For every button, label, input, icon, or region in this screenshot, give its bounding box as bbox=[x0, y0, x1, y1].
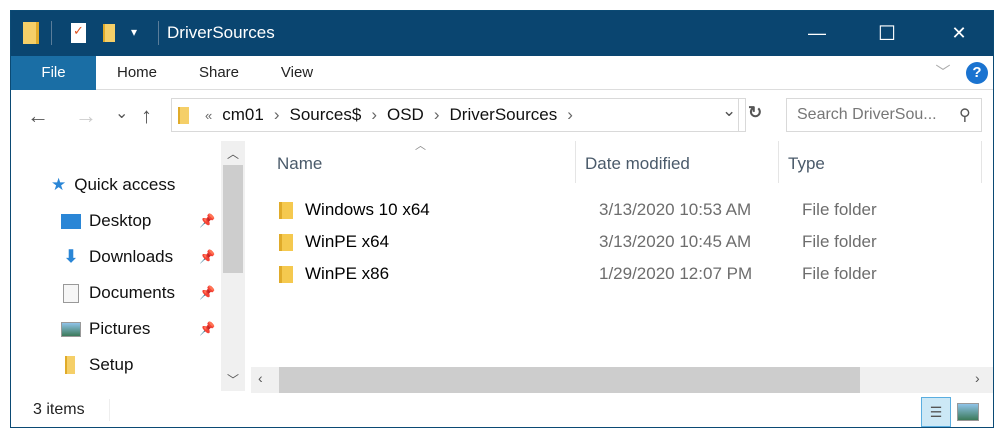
breadcrumb-osd[interactable]: OSD bbox=[386, 105, 424, 124]
sidebar-item-desktop[interactable]: Desktop bbox=[61, 211, 151, 231]
details-view-button[interactable]: ☰ bbox=[921, 397, 951, 427]
desktop-icon bbox=[61, 213, 81, 229]
customize-toolbar-icon[interactable]: ▾ bbox=[131, 25, 138, 39]
breadcrumb-separator[interactable]: › bbox=[371, 105, 377, 124]
tab-view[interactable]: View bbox=[280, 64, 314, 81]
up-button[interactable]: ↑ bbox=[141, 103, 152, 128]
column-header-name[interactable]: Name bbox=[277, 154, 323, 173]
help-icon[interactable]: ? bbox=[966, 62, 988, 84]
maximize-button[interactable]: ☐ bbox=[878, 23, 896, 45]
pin-icon[interactable]: 📌 bbox=[199, 321, 216, 336]
file-name: WinPE x64 bbox=[305, 232, 390, 251]
file-name: Windows 10 x64 bbox=[305, 200, 430, 219]
navigation-pane: ★ Quick access Desktop ⬇ Downloads Documen… bbox=[11, 141, 221, 381]
file-type: File folder bbox=[802, 264, 877, 283]
scrollbar-thumb[interactable] bbox=[223, 165, 243, 273]
column-header-date-modified[interactable]: Date modified bbox=[585, 154, 690, 173]
column-header-type[interactable]: Type bbox=[788, 154, 825, 173]
close-button[interactable]: ✕ bbox=[951, 23, 967, 43]
overflow-chevron[interactable]: « bbox=[205, 107, 213, 123]
sidebar-item-pictures[interactable]: Pictures bbox=[61, 319, 150, 339]
sidebar-item-setup[interactable]: Setup bbox=[61, 355, 133, 375]
horizontal-scrollbar[interactable]: ‹ › bbox=[251, 367, 993, 393]
file-type: File folder bbox=[802, 232, 877, 251]
folder-icon bbox=[279, 201, 293, 219]
pin-icon[interactable]: 📌 bbox=[199, 249, 216, 264]
file-row[interactable]: Windows 10 x64 3/13/2020 10:53 AM File f… bbox=[279, 195, 979, 225]
scrollbar-thumb[interactable] bbox=[279, 367, 860, 393]
explorer-window: ✓ ▾ DriverSources — ☐ ✕ File Home Share … bbox=[10, 10, 994, 428]
tab-home[interactable]: Home bbox=[116, 64, 157, 81]
file-type: File folder bbox=[802, 200, 877, 219]
breadcrumb-driversources[interactable]: DriverSources bbox=[449, 105, 558, 124]
folder-icon bbox=[23, 22, 39, 44]
item-count: 3 items bbox=[33, 401, 85, 418]
file-date: 3/13/2020 10:45 AM bbox=[599, 232, 752, 251]
nav-vertical-scrollbar[interactable]: ︿ ﹀ bbox=[221, 141, 245, 391]
address-dropdown[interactable]: ⌄ bbox=[722, 101, 737, 120]
properties-icon[interactable]: ✓ bbox=[71, 23, 86, 43]
pin-icon[interactable]: 📌 bbox=[199, 285, 216, 300]
expand-ribbon-icon[interactable]: ﹀ bbox=[935, 64, 951, 81]
file-row[interactable]: WinPE x64 3/13/2020 10:45 AM File folder bbox=[279, 227, 979, 257]
large-icons-view-button[interactable] bbox=[957, 403, 979, 421]
pin-icon[interactable]: 📌 bbox=[199, 213, 216, 228]
file-date: 3/13/2020 10:53 AM bbox=[599, 200, 752, 219]
ribbon: File Home Share View ﹀ ? bbox=[11, 56, 993, 90]
breadcrumb-cm01[interactable]: cm01 bbox=[222, 105, 264, 124]
forward-button[interactable]: → bbox=[75, 103, 97, 128]
address-bar[interactable]: « cm01 › Sources$ › OSD › DriverSources › ⌄ … bbox=[171, 98, 762, 132]
documents-icon bbox=[63, 283, 79, 303]
folder-icon bbox=[279, 265, 293, 283]
sidebar-item-downloads[interactable]: ⬇ Downloads bbox=[61, 247, 173, 267]
new-folder-icon[interactable] bbox=[103, 24, 115, 42]
file-date: 1/29/2020 12:07 PM bbox=[599, 264, 753, 283]
minimize-button[interactable]: — bbox=[808, 23, 826, 43]
tab-share[interactable]: Share bbox=[198, 64, 240, 81]
breadcrumb-sources[interactable]: Sources$ bbox=[289, 105, 362, 124]
sort-ascending-icon: ︿ bbox=[415, 140, 426, 152]
breadcrumb-separator[interactable]: › bbox=[567, 105, 573, 124]
breadcrumb-separator[interactable]: › bbox=[433, 105, 440, 124]
search-input[interactable]: Search DriverSou... bbox=[786, 98, 982, 132]
window-title: DriverSources bbox=[167, 23, 275, 42]
file-name: WinPE x86 bbox=[305, 264, 390, 283]
download-icon: ⬇ bbox=[63, 247, 79, 266]
search-icon: ⚲ bbox=[959, 107, 971, 124]
file-row[interactable]: WinPE x86 1/29/2020 12:07 PM File folder bbox=[279, 259, 979, 289]
sidebar-item-quick-access[interactable]: ★ Quick access bbox=[51, 175, 176, 194]
recent-locations-button[interactable]: ⌄ bbox=[115, 105, 129, 122]
folder-icon bbox=[279, 233, 293, 251]
folder-icon bbox=[178, 106, 189, 124]
star-icon: ★ bbox=[51, 175, 67, 194]
sidebar-item-documents[interactable]: Documents bbox=[61, 283, 175, 303]
title-bar: ✓ ▾ DriverSources — ☐ ✕ bbox=[11, 11, 993, 56]
breadcrumb-separator[interactable]: › bbox=[273, 105, 280, 124]
folder-icon bbox=[65, 356, 75, 374]
refresh-button[interactable]: ↻ bbox=[748, 103, 763, 122]
pictures-icon bbox=[61, 321, 81, 337]
back-button[interactable]: ← bbox=[27, 103, 49, 128]
tab-file[interactable]: File bbox=[11, 56, 96, 90]
